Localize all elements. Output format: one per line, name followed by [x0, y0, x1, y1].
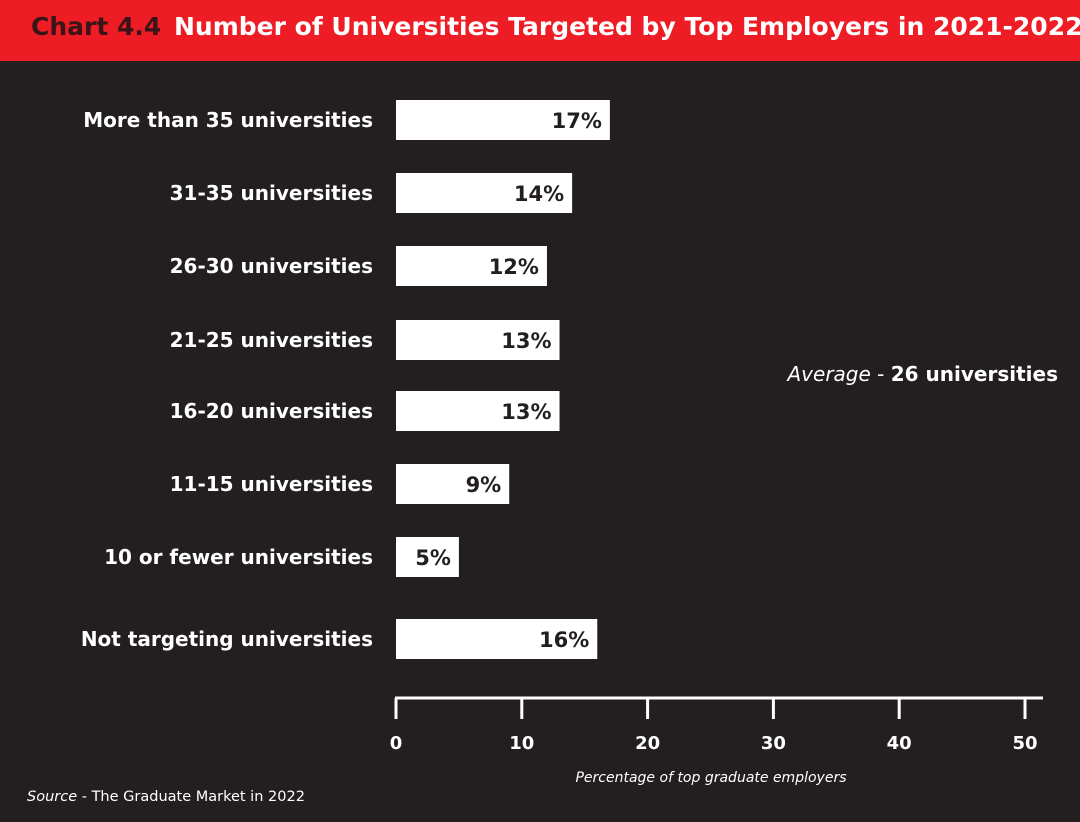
average-value: 26 universities — [890, 362, 1058, 386]
chart-header: Chart 4.4 Number of Universities Targete… — [0, 0, 1080, 61]
source-note: Source - The Graduate Market in 2022 — [27, 789, 305, 805]
category-label: 26-30 universities — [170, 254, 373, 278]
source-separator: - — [77, 789, 92, 805]
bar-value-label: 17% — [552, 109, 602, 133]
x-tick-label: 10 — [509, 733, 534, 754]
bar-value-label: 13% — [501, 400, 551, 424]
category-label: 11-15 universities — [170, 472, 373, 496]
category-label: More than 35 universities — [83, 108, 373, 132]
bar-value-label: 5% — [415, 546, 451, 570]
category-label: Not targeting universities — [81, 627, 373, 651]
bar-value-label: 13% — [501, 329, 551, 353]
x-tick-label: 50 — [1012, 733, 1037, 754]
bar — [396, 391, 560, 431]
x-tick-label: 20 — [635, 733, 660, 754]
category-label: 10 or fewer universities — [104, 545, 373, 569]
x-tick-label: 40 — [887, 733, 912, 754]
chart-title: Number of Universities Targeted by Top E… — [174, 12, 1080, 41]
average-separator: - — [870, 362, 891, 386]
bar — [396, 320, 560, 360]
category-label: 16-20 universities — [170, 399, 373, 423]
source-text: The Graduate Market in 2022 — [91, 789, 305, 805]
bar-value-label: 9% — [466, 473, 502, 497]
bar — [396, 100, 610, 140]
x-tick-label: 30 — [761, 733, 786, 754]
category-label: 31-35 universities — [170, 181, 373, 205]
x-axis-title: Percentage of top graduate employers — [575, 770, 846, 786]
bar — [396, 619, 598, 659]
bar — [396, 464, 510, 504]
bar — [396, 246, 547, 286]
bar — [396, 173, 573, 213]
x-tick-label: 0 — [390, 733, 403, 754]
average-annotation: Average - 26 universities — [788, 362, 1059, 386]
chart-number: Chart 4.4 — [31, 12, 162, 41]
category-label: 21-25 universities — [170, 328, 373, 352]
average-prefix: Average — [787, 362, 871, 386]
bar-value-label: 12% — [489, 255, 539, 279]
bar-value-label: 14% — [514, 182, 564, 206]
source-label: Source — [27, 789, 78, 805]
bar — [396, 537, 459, 577]
bar-value-label: 16% — [539, 628, 589, 652]
